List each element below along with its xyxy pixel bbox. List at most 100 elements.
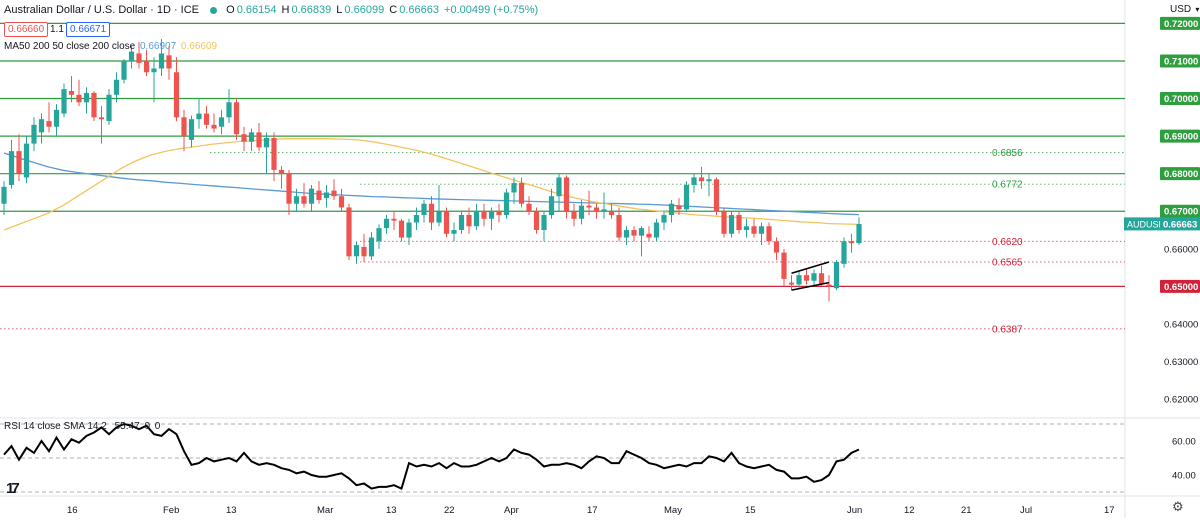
candle-body (16, 151, 22, 174)
level-price-badge (1160, 16, 1200, 30)
time-axis-tick: Feb (163, 505, 179, 516)
candle-body (136, 53, 142, 63)
time-axis-tick: 16 (67, 505, 78, 516)
tradingview-logo[interactable]: 17 (6, 480, 20, 497)
candle-body (376, 228, 382, 242)
candle-body (158, 53, 165, 69)
channel-lower-line (791, 281, 830, 291)
rsi-legend[interactable]: RSI 14 close SMA 14 2 55.47 0 0 (4, 421, 162, 432)
time-axis-tick: 13 (386, 505, 397, 516)
candle-body (713, 179, 720, 212)
candle-body (188, 119, 195, 140)
ma-legend[interactable]: MA50 200 50 close 200 close 0.66907 0.66… (4, 41, 219, 52)
ma-fast-value: 0.66609 (180, 41, 218, 52)
time-axis-tick: 21 (961, 505, 972, 516)
close-label: C (389, 4, 398, 16)
candle-body (601, 209, 607, 212)
candle-body (278, 169, 285, 174)
last-price-label: 0.66663 (1163, 219, 1197, 230)
spread-value: 1.1 (50, 24, 64, 35)
dotted-level-label: 0.6620 (992, 237, 1023, 248)
chart-header: Australian Dollar / U.S. Dollar · 1D · I… (4, 4, 540, 16)
candle-body (233, 102, 240, 135)
candle-body (301, 196, 307, 204)
candle-body (548, 196, 555, 215)
time-axis-tick: Jun (847, 505, 862, 516)
price-axis-tick: 0.63000 (1164, 357, 1198, 368)
candle-body (571, 211, 577, 219)
time-axis-tick: Apr (504, 505, 519, 516)
candle-body (308, 188, 315, 204)
candle-body (226, 102, 232, 118)
candle-body (518, 183, 525, 204)
candle-body (766, 226, 772, 242)
open-label: O (226, 4, 235, 16)
candle-body (856, 224, 862, 244)
candle-body (121, 60, 127, 80)
candle-body (53, 109, 60, 127)
time-axis-tick: 17 (587, 505, 598, 516)
time-axis-tick: 13 (226, 505, 237, 516)
candle-body (383, 218, 390, 229)
candle-body (23, 143, 30, 178)
rsi-third-value: 0 (154, 421, 161, 432)
last-price-badge (1160, 217, 1200, 231)
candle-body (511, 183, 517, 193)
candle-body (263, 137, 270, 148)
candle-body (676, 205, 682, 210)
candle-body (323, 192, 330, 199)
candle-body (796, 275, 802, 285)
change-value: +0.00499 (+0.75%) (444, 4, 539, 16)
candle-body (106, 94, 112, 122)
time-axis-tick: Jul (1020, 505, 1032, 516)
candle-body (848, 241, 855, 244)
candle-body (706, 179, 712, 182)
level-price-label: 0.65000 (1164, 282, 1198, 293)
candle-body (241, 134, 247, 142)
level-price-label: 0.68000 (1164, 169, 1198, 180)
candle-body (451, 230, 457, 234)
time-axis-tick: May (664, 505, 682, 516)
level-price-label: 0.71000 (1164, 56, 1198, 67)
candle-body (586, 205, 592, 208)
bid-price-button[interactable]: 0.66660 (4, 22, 49, 37)
candle-body (428, 203, 435, 223)
ma-fast-line (3, 138, 860, 231)
candle-body (271, 137, 277, 170)
candle-body (728, 215, 735, 234)
candle-body (61, 89, 67, 114)
level-price-badge (1160, 54, 1200, 68)
candle-body (293, 196, 300, 204)
candle-body (646, 233, 652, 238)
candle-body (91, 92, 97, 118)
price-axis-tick: 0.64000 (1164, 319, 1198, 330)
candle-body (841, 241, 847, 264)
candle-body (1, 186, 7, 204)
candle-body (398, 220, 405, 238)
rsi-axis-tick: 60.00 (1172, 437, 1196, 448)
candle-body (631, 230, 637, 236)
currency-label: USD (1170, 4, 1192, 15)
candle-body (481, 211, 487, 219)
candle-body (616, 215, 622, 238)
candle-body (98, 117, 105, 120)
ask-price-button[interactable]: 0.66671 (66, 22, 111, 37)
rsi-value: 55.47 (114, 421, 140, 432)
candle-body (8, 151, 15, 185)
dotted-level-label: 0.6772 (992, 180, 1023, 191)
dotted-level-label: 0.6387 (992, 324, 1023, 335)
symbol-badge-label: AUDUSD (1127, 219, 1166, 229)
chevron-down-icon: ▾ (1193, 5, 1200, 14)
candle-body (496, 211, 502, 215)
candle-body (691, 177, 697, 185)
currency-selector[interactable]: USD ▾ (1170, 4, 1200, 15)
price-axis-tick: 0.66000 (1164, 244, 1198, 255)
candle-body (166, 55, 172, 69)
level-price-label: 0.70000 (1164, 94, 1198, 105)
candle-body (458, 215, 465, 231)
level-price-label: 0.72000 (1164, 19, 1198, 30)
ma-slow-value: 0.66907 (139, 41, 177, 52)
settings-gear-icon[interactable]: ⚙ (1172, 499, 1184, 514)
candle-body (436, 211, 442, 223)
